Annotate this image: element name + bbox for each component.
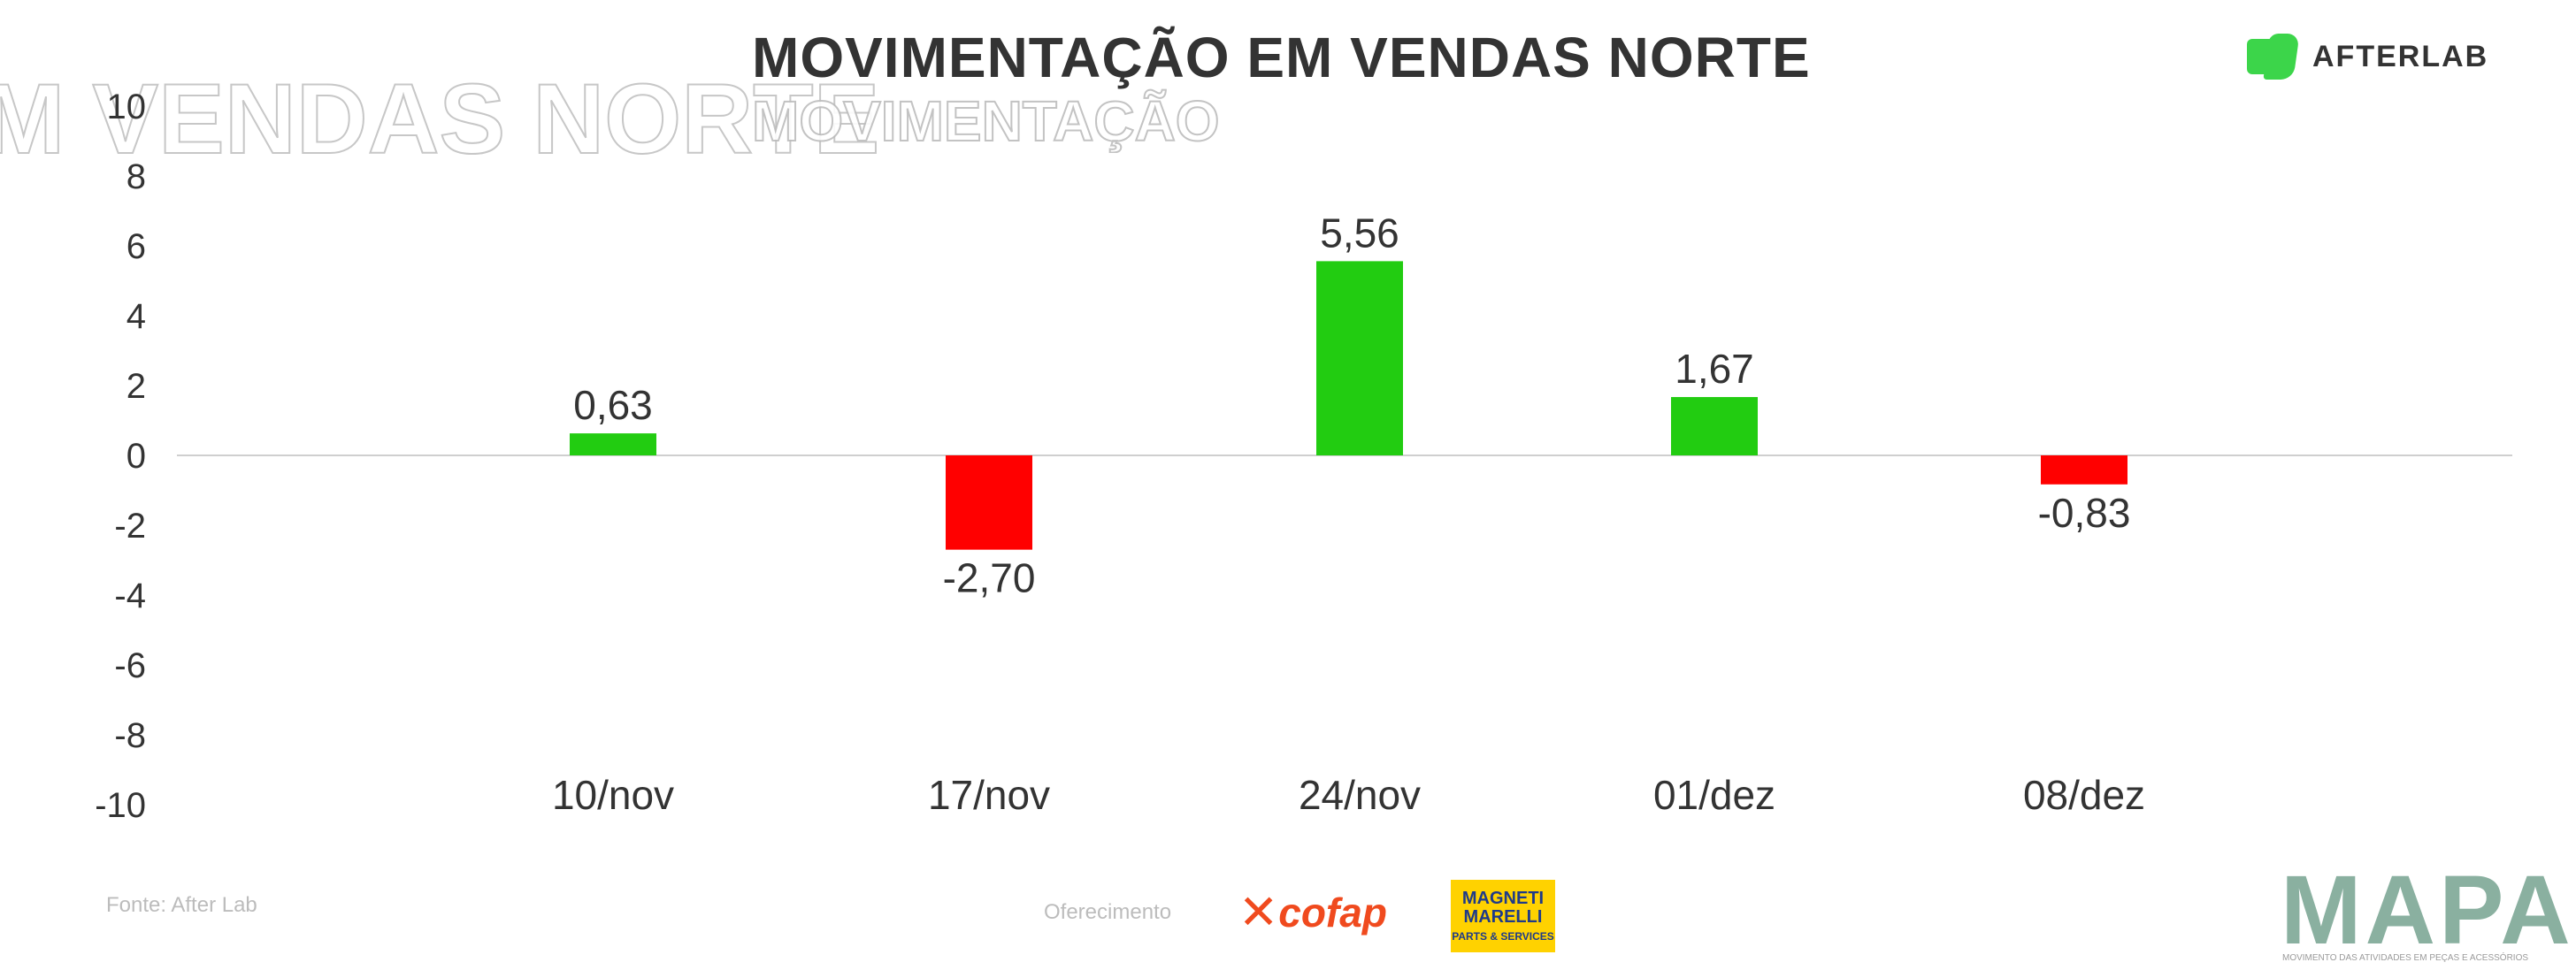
- bar: [2041, 455, 2128, 485]
- x-tick-label: 17/nov: [928, 772, 1050, 818]
- y-tick-label: 8: [126, 157, 146, 196]
- afterlab-logo: AFTERLAB: [2247, 34, 2488, 80]
- data-label: 5,56: [1320, 210, 1399, 256]
- ghost-title: MOVIMENTAÇÃO: [751, 88, 1221, 154]
- y-tick-label: -4: [114, 577, 146, 615]
- y-tick-label: 4: [126, 297, 146, 336]
- afterlab-logo-text: AFTERLAB: [2312, 39, 2489, 73]
- magneti-marelli-tagline: PARTS & SERVICES: [1452, 930, 1554, 943]
- bar: [1316, 261, 1403, 455]
- source-note: Fonte: After Lab: [106, 893, 257, 917]
- ghost-title-left: M VENDAS NORTE: [0, 63, 880, 175]
- afterlab-logo-icon: [2247, 34, 2300, 80]
- mapa-tagline: MOVIMENTO DAS ATIVIDADES EM PEÇAS E ACES…: [2282, 953, 2529, 963]
- magneti-marelli-name: MAGNETI MARELLI: [1461, 889, 1545, 927]
- y-tick-label: 2: [126, 367, 146, 406]
- mapa-logo: MAPA: [2281, 856, 2574, 965]
- data-label: -2,70: [943, 555, 1036, 601]
- magneti-marelli-logo: MAGNETI MARELLI PARTS & SERVICES: [1451, 880, 1555, 952]
- data-label: 1,67: [1675, 346, 1754, 392]
- cofap-logo-text: cofap: [1278, 890, 1387, 936]
- data-label: 0,63: [573, 382, 653, 428]
- cofap-logo: ✕ cofap: [1238, 889, 1387, 936]
- bar: [946, 455, 1032, 550]
- y-tick-label: 0: [126, 437, 146, 476]
- x-tick-label: 10/nov: [552, 772, 674, 818]
- bar: [1671, 397, 1758, 455]
- y-tick-label: 10: [107, 88, 147, 126]
- cofap-x-icon: ✕: [1238, 886, 1279, 939]
- x-tick-label: 01/dez: [1653, 772, 1775, 818]
- y-tick-label: -8: [114, 716, 146, 755]
- x-tick-label: 24/nov: [1299, 772, 1421, 818]
- chart-title: MOVIMENTAÇÃO EM VENDAS NORTE: [752, 26, 1811, 89]
- bar: [570, 433, 656, 455]
- offered-by-label: Oferecimento: [1044, 900, 1172, 924]
- y-tick-label: -10: [95, 786, 146, 825]
- y-tick-label: -6: [114, 646, 146, 685]
- y-tick-label: -2: [114, 507, 146, 546]
- x-tick-label: 08/dez: [2023, 772, 2145, 818]
- data-label: -0,83: [2038, 490, 2131, 536]
- y-tick-label: 6: [126, 227, 146, 266]
